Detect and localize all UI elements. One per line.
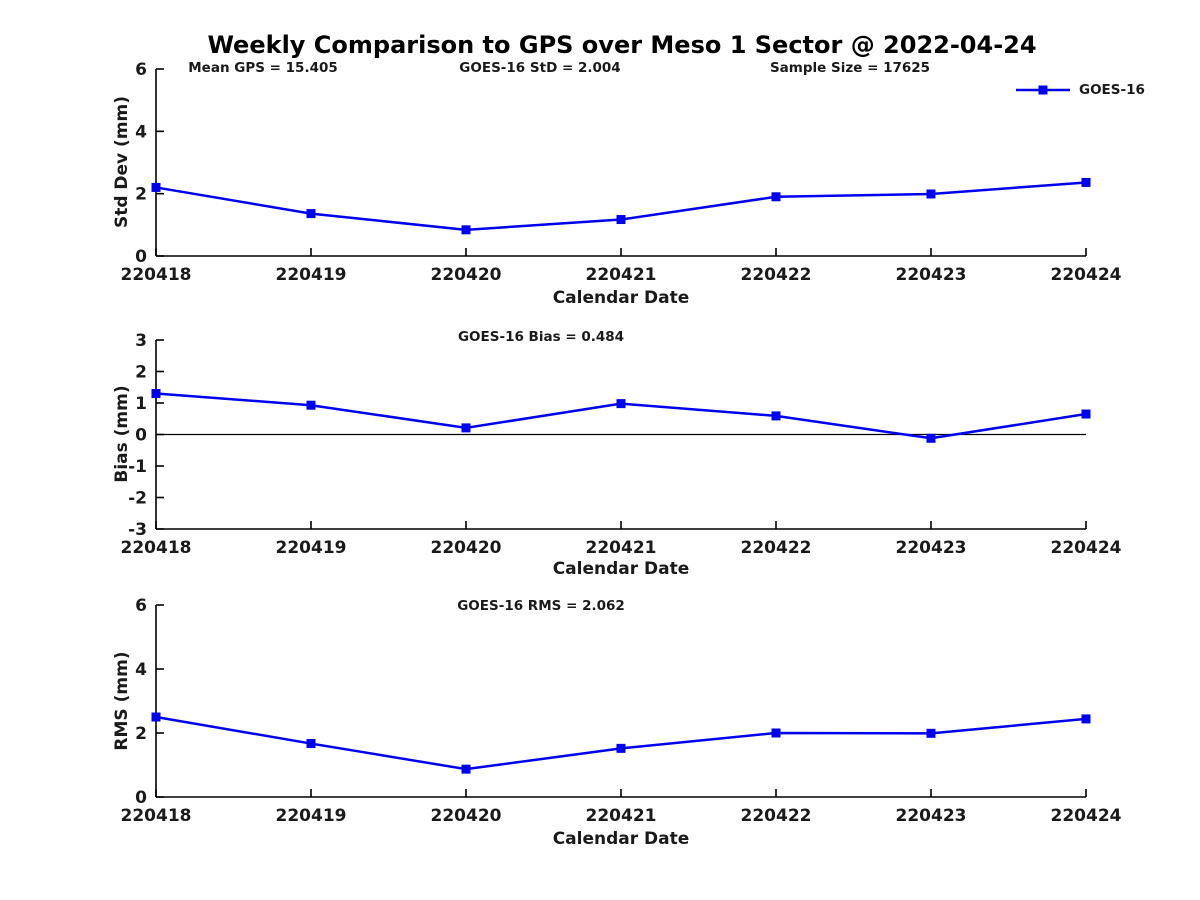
subplot-1: 0 2 4 6 220418 220419 220420 220421 220422 220423… <box>121 60 1122 285</box>
data-point-marker <box>306 739 316 749</box>
x-tick-label: 220418 <box>121 538 192 558</box>
data-point-marker <box>616 743 626 753</box>
y-tick-label: 2 <box>135 724 147 744</box>
subplot1-xlabel: Calendar Date <box>552 288 690 308</box>
chart-title: Weekly Comparison to GPS over Meso 1 Sec… <box>207 31 1037 59</box>
data-point-marker <box>306 400 316 410</box>
x-tick-label: 220420 <box>431 806 502 826</box>
x-tick-label: 220421 <box>586 806 657 826</box>
annotation-mean-gps: Mean GPS = 15.405 <box>188 60 338 76</box>
line-series <box>155 715 1087 771</box>
x-tick-label: 220424 <box>1051 265 1122 285</box>
data-point-marker <box>1081 714 1091 724</box>
x-tick-label: 220419 <box>276 806 347 826</box>
x-tick-label: 220422 <box>741 265 812 285</box>
y-tick-label: -1 <box>128 457 147 477</box>
x-tick-label: 220421 <box>586 265 657 285</box>
x-tick-label: 220418 <box>121 265 192 285</box>
subplot1-ylabel: Std Dev (mm) <box>112 95 132 229</box>
data-point-marker <box>1081 177 1091 187</box>
subplot-3: 0 2 4 6 220418 220419 220420 220421 220422 220423… <box>121 596 1122 826</box>
y-tick-label: 1 <box>135 394 147 414</box>
x-tick-label: 220420 <box>431 265 502 285</box>
x-tick-label: 220421 <box>586 538 657 558</box>
y-tick-label: 3 <box>135 331 147 351</box>
data-point-marker <box>771 192 781 202</box>
data-point-marker <box>926 433 936 443</box>
data-point-marker <box>926 728 936 738</box>
x-tick-label: 220423 <box>896 806 967 826</box>
data-point-marker <box>616 399 626 409</box>
data-point-marker <box>151 182 161 192</box>
y-tick-label: 0 <box>135 426 147 446</box>
x-tick-label: 220422 <box>741 538 812 558</box>
data-point-marker <box>461 423 471 433</box>
data-point-marker <box>461 225 471 235</box>
data-point-marker <box>306 209 316 219</box>
y-tick-label: -2 <box>128 489 147 509</box>
subplot2-subtitle: GOES-16 Bias = 0.484 <box>457 329 625 345</box>
x-tick-label: 220423 <box>896 265 967 285</box>
data-point-marker <box>926 189 936 199</box>
y-tick-label: 4 <box>135 660 147 680</box>
y-tick-label: 0 <box>135 247 147 267</box>
subplot2-ylabel: Bias (mm) <box>112 385 132 483</box>
y-tick-label: 6 <box>135 596 147 616</box>
legend-line-sample <box>1016 85 1070 95</box>
y-tick-label: -3 <box>128 520 147 540</box>
annotation-sample-size: Sample Size = 17625 <box>769 60 931 76</box>
x-tick-label: 220420 <box>431 538 502 558</box>
x-tick-label: 220422 <box>741 806 812 826</box>
x-tick-label: 220419 <box>276 538 347 558</box>
subplot2-xlabel: Calendar Date <box>552 559 690 579</box>
subplot3-subtitle: GOES-16 RMS = 2.062 <box>457 598 625 614</box>
x-tick-label: 220424 <box>1051 538 1122 558</box>
x-tick-label: 220423 <box>896 538 967 558</box>
data-point-marker <box>461 764 471 774</box>
x-tick-label: 220424 <box>1051 806 1122 826</box>
y-tick-label: 6 <box>135 60 147 80</box>
legend: GOES-16 <box>1015 82 1145 98</box>
data-point-marker <box>771 411 781 421</box>
annotation-goes16-std: GOES-16 StD = 2.004 <box>459 60 621 76</box>
y-tick-label: 4 <box>135 122 147 142</box>
y-tick-label: 2 <box>135 363 147 383</box>
y-tick-label: 2 <box>135 185 147 205</box>
legend-label: GOES-16 <box>1079 82 1145 98</box>
data-point-marker <box>1081 409 1091 419</box>
subplot3-xlabel: Calendar Date <box>552 829 690 849</box>
x-tick-label: 220418 <box>121 806 192 826</box>
y-tick-label: 0 <box>135 788 147 808</box>
data-point-marker <box>151 712 161 722</box>
data-point-marker <box>616 215 626 225</box>
legend-marker <box>1038 85 1048 95</box>
data-point-marker <box>771 728 781 738</box>
data-point-marker <box>151 389 161 399</box>
subplot-2: -3 -2 -1 0 1 2 3 220418 220419 220420 220421 220422… <box>121 331 1122 558</box>
x-tick-label: 220419 <box>276 265 347 285</box>
subplot3-ylabel: RMS (mm) <box>112 651 132 751</box>
